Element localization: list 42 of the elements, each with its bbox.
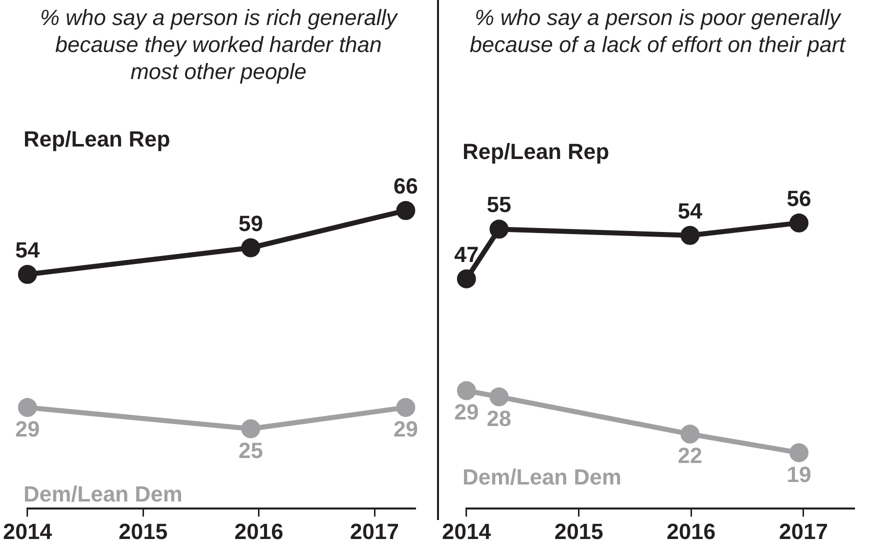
data-label: 29 [15, 416, 40, 442]
data-label: 59 [238, 210, 263, 236]
text: Rep/Lean Rep [23, 126, 170, 152]
chart-title: % who say a person is poor generally because of a lack of effort on their part [469, 4, 846, 59]
data-label: 25 [238, 438, 263, 463]
data-label: 29 [394, 416, 418, 442]
series-label: Dem/Lean Dem [462, 464, 622, 490]
point [18, 398, 37, 417]
data-label: 54 [15, 237, 40, 262]
x-tick-label: 2017 [778, 518, 828, 544]
data-label: 66 [394, 174, 418, 199]
x-tick-label: 2015 [118, 518, 168, 544]
point [456, 381, 476, 400]
point [241, 419, 260, 438]
text: Rep/Lean Rep [462, 139, 610, 164]
point [241, 238, 260, 258]
data-label: 29 [454, 400, 479, 425]
point [789, 213, 808, 232]
x-tick-label: 2016 [666, 518, 716, 544]
x-tick-label: 2014 [2, 518, 53, 544]
data-label: 54 [678, 198, 703, 224]
point [490, 220, 509, 239]
text: Dem/Lean Dem [23, 482, 182, 507]
point [396, 201, 416, 220]
data-label: 22 [678, 443, 702, 468]
data-label: 28 [486, 406, 512, 431]
x-tick-label: 2016 [234, 518, 284, 544]
x-tick-label: 2015 [554, 518, 604, 544]
chart-title: % who say a person is rich generally because they worked harder than most other people [38, 4, 399, 86]
data-label: 47 [454, 242, 479, 267]
data-label: 56 [786, 186, 812, 212]
x-tick-label: 2014 [442, 518, 492, 544]
x-tick-label: 2017 [350, 518, 399, 544]
point [490, 387, 509, 406]
point [456, 269, 476, 288]
point [789, 443, 808, 462]
data-label: 19 [786, 462, 812, 487]
point [680, 424, 700, 444]
point [396, 398, 416, 417]
data-label: 55 [486, 192, 512, 218]
point [18, 264, 37, 284]
point [680, 226, 700, 245]
